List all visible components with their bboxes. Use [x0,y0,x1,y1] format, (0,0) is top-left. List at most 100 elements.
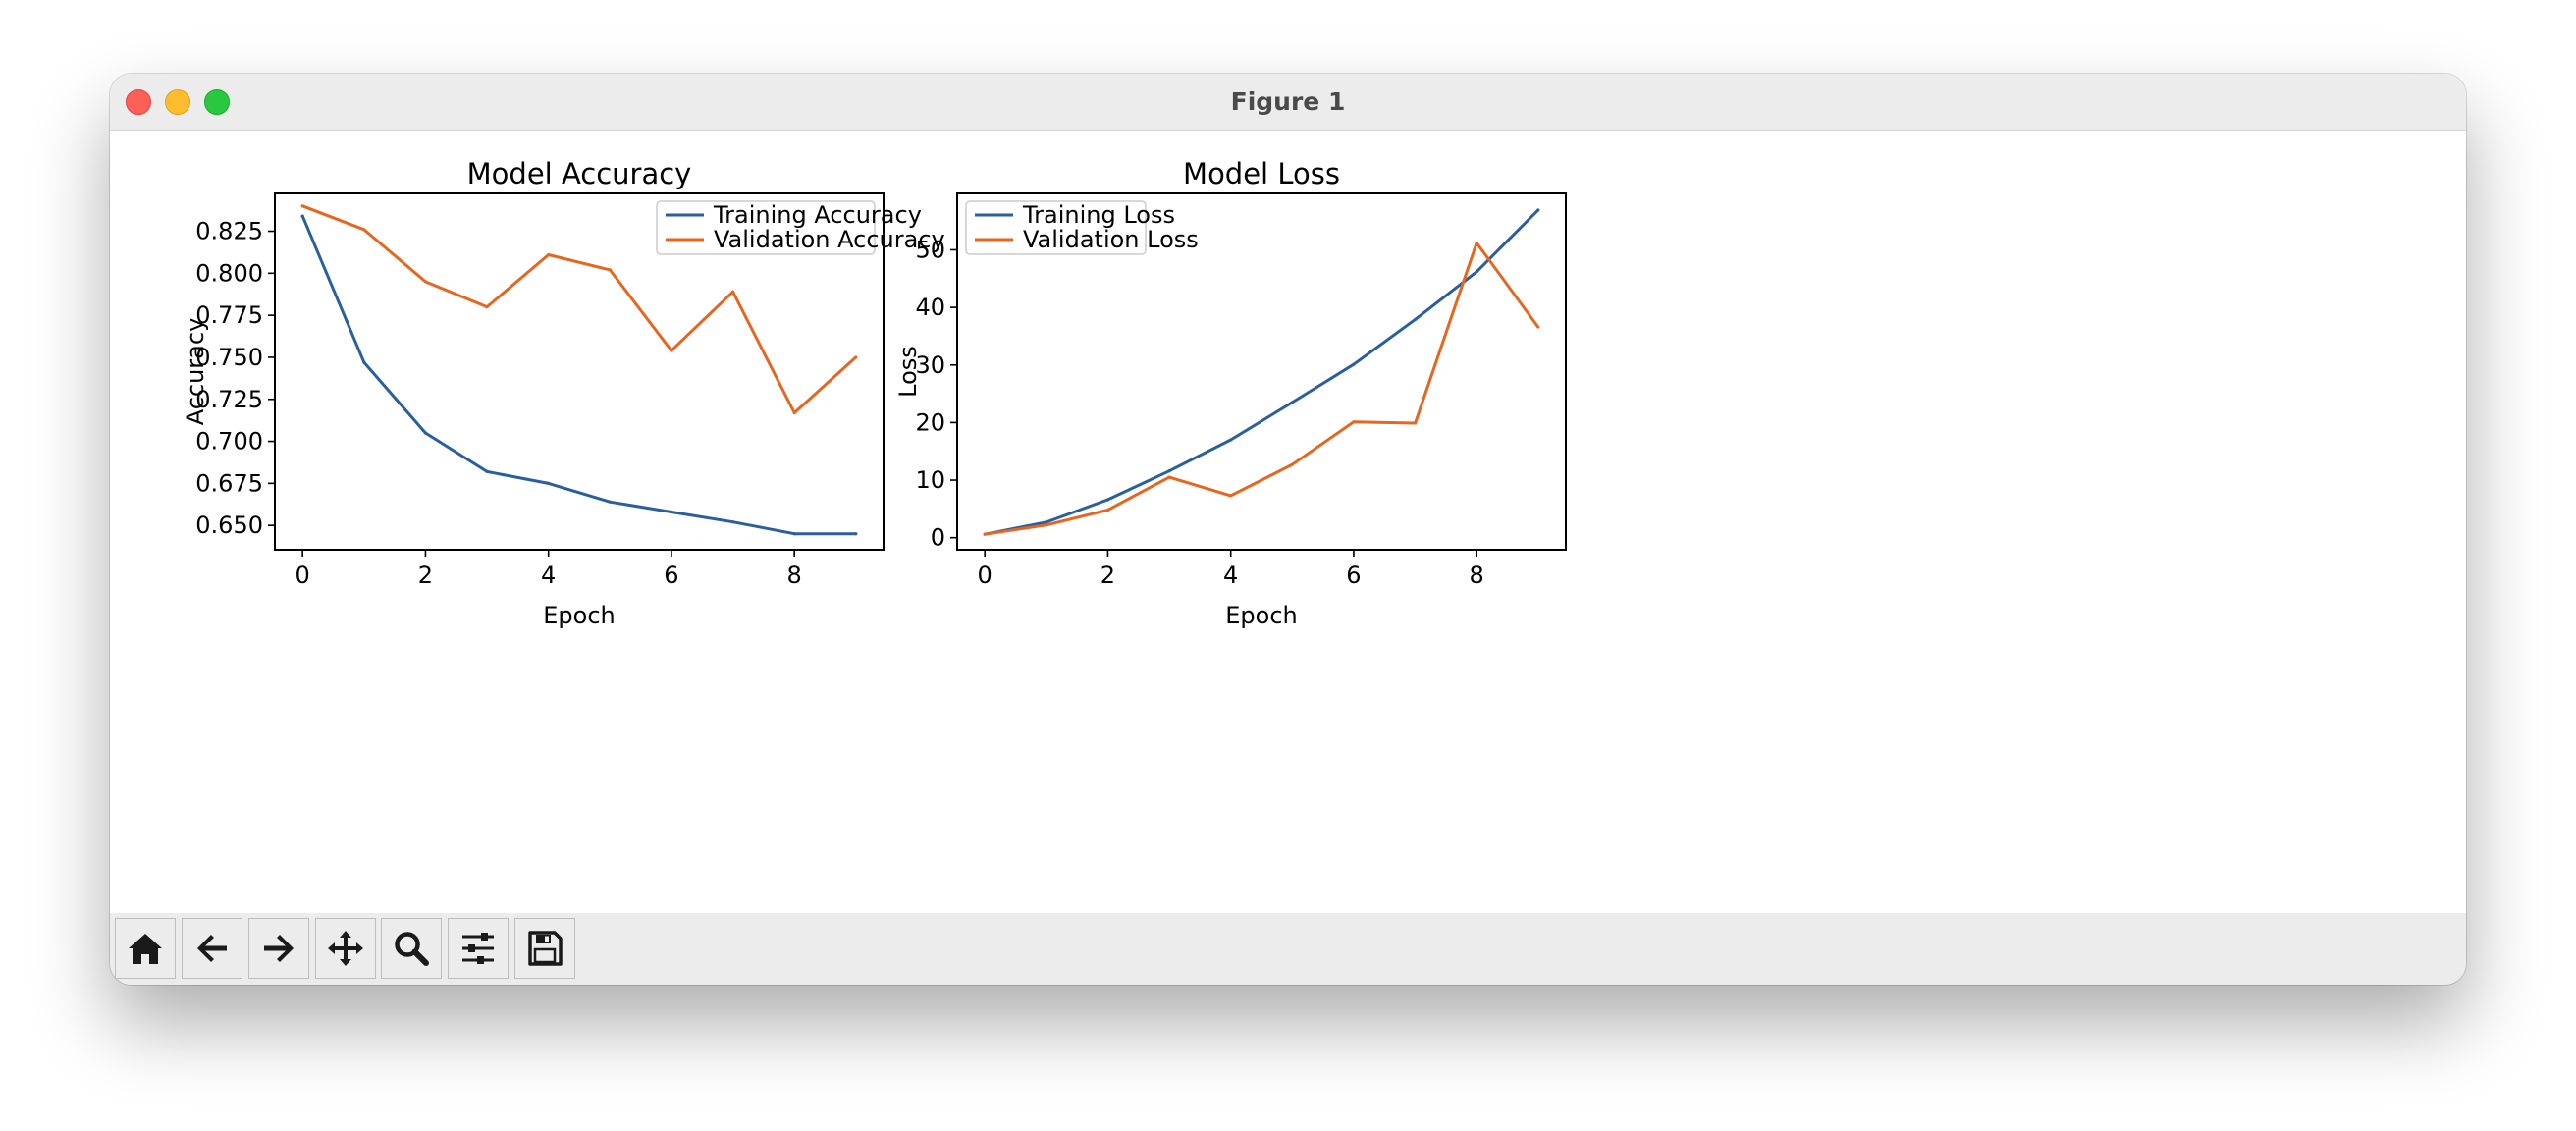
y-tick-label: 0.800 [195,259,263,287]
chart-title: Model Accuracy [467,157,692,190]
data-point [730,290,735,294]
data-point [300,204,304,208]
back-button[interactable] [182,918,242,979]
y-axis-label: Accuracy [182,318,209,426]
data-point [1045,523,1048,527]
data-point [1475,241,1478,245]
zoom-window-button[interactable] [204,89,230,115]
data-point [547,252,551,257]
forward-button[interactable] [248,918,309,979]
data-point [670,349,673,352]
y-tick-label: 0 [931,524,945,552]
data-point [362,228,366,232]
x-axis-label: Epoch [1225,602,1298,629]
title-bar: Figure 1 [110,74,2466,131]
data-point [300,214,304,218]
data-point [1352,420,1356,424]
data-point [792,410,796,415]
data-point [485,304,489,309]
y-tick-label: 0.675 [195,469,263,497]
x-axis-label: Epoch [543,602,616,629]
x-tick-label: 2 [1100,562,1115,589]
data-point [1413,317,1418,322]
series-line-2 [301,204,857,414]
x-tick-label: 4 [1223,562,1238,589]
data-point [608,268,612,272]
data-point [1536,208,1540,212]
home-button[interactable] [115,918,176,979]
data-point [1229,438,1233,442]
legend-label: Training Accuracy [713,201,922,229]
y-tick-label: 20 [915,408,945,436]
data-point [792,532,796,536]
legend-label: Validation Accuracy [714,226,945,253]
y-tick-label: 0.650 [195,512,263,539]
arrow-left-icon [197,935,227,962]
x-tick-label: 6 [664,562,678,589]
x-tick-label: 6 [1346,562,1361,589]
y-axis-label: Loss [894,346,922,398]
data-point [485,469,489,473]
zoom-button[interactable] [381,918,442,979]
x-tick-label: 0 [978,562,993,589]
sliders-icon [462,933,494,964]
y-tick-label: 30 [915,351,945,379]
y-tick-label: 0.825 [195,218,263,245]
x-tick-label: 2 [418,562,433,589]
close-window-button[interactable] [126,89,151,115]
data-point [1045,520,1048,524]
save-button[interactable] [514,918,575,979]
data-point [1352,362,1356,366]
figure-svg: Model Accuracy 0 2 4 6 8 0.650 0.675 0.700 0.725 0… [182,157,1567,629]
data-point [608,500,612,504]
data-point [1167,475,1171,479]
minimize-window-button[interactable] [165,89,190,115]
data-point [362,360,366,364]
series-line-1 [984,208,1539,536]
series-line-2 [984,241,1540,536]
y-tick-label: 0.725 [195,386,263,413]
y-tick-label: 0.700 [195,428,263,456]
data-point [1105,508,1110,512]
data-point [983,532,987,536]
data-point [1105,498,1110,502]
arrow-right-icon [264,935,294,962]
plot-frame [274,192,885,551]
series-line-1 [300,215,856,536]
legend-box [656,200,876,255]
data-point [1536,325,1540,329]
x-tick-label: 0 [295,562,310,589]
data-point [1229,494,1233,498]
data-point [1290,462,1294,466]
magnifier-icon [395,932,429,966]
x-tick-label: 8 [1470,562,1484,589]
window-title: Figure 1 [1230,87,1346,116]
home-icon [129,934,162,964]
data-point [547,481,551,485]
legend-label: Validation Loss [1023,226,1199,253]
data-point [1475,270,1478,274]
configure-subplots-button[interactable] [448,918,509,979]
y-tick-label: 10 [915,466,945,494]
y-tick-label: 40 [915,294,945,321]
move-icon [328,931,363,966]
data-point [1167,469,1171,473]
plot-frame [956,192,1567,551]
data-point [854,355,858,359]
data-point [730,520,735,524]
y-tick-label: 50 [915,236,945,263]
data-point [1290,401,1294,404]
chart-title: Model Loss [1183,157,1340,190]
x-tick-label: 8 [787,562,802,589]
legend-label: Training Loss [1022,201,1175,229]
y-tick-label: 0.750 [195,344,263,371]
data-point [423,431,428,435]
figure-canvas[interactable]: Model Accuracy 0 2 4 6 8 0.650 0.675 0.700 0.725 0… [110,131,2466,913]
pan-button[interactable] [315,918,376,979]
data-point [423,280,428,284]
data-point [1413,421,1418,425]
floppy-disk-icon [528,931,563,966]
data-point [854,532,858,536]
figure-window: Figure 1 Model Accuracy 0 2 4 6 8 0.650 0.675 0.… [110,74,2466,985]
y-tick-label: 0.775 [195,301,263,329]
